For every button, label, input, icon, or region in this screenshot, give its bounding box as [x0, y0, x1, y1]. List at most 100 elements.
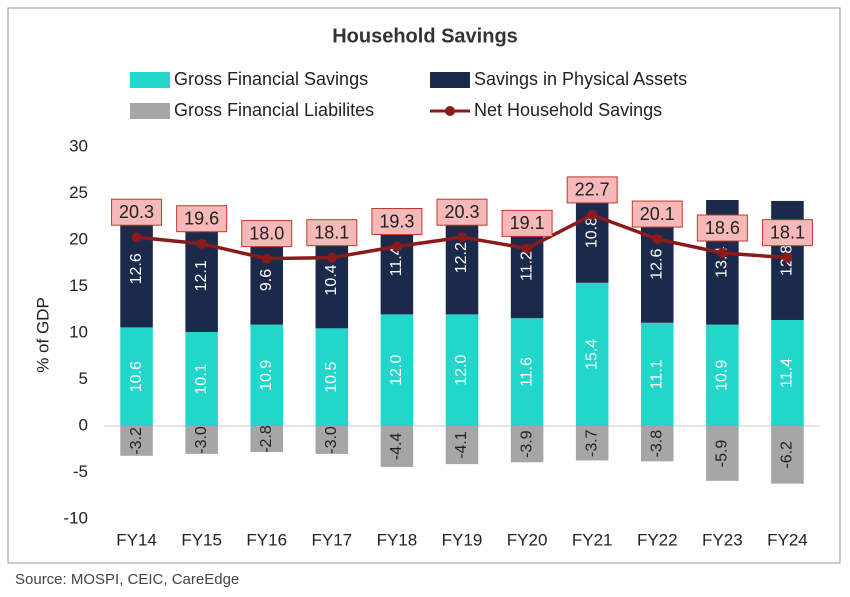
- value-label: -3.0: [193, 426, 210, 454]
- value-label: 12.6: [128, 253, 145, 284]
- x-tick-label: FY14: [116, 530, 157, 549]
- bar-segment: [120, 426, 153, 456]
- bar-segment: [445, 314, 479, 426]
- line-point: [457, 232, 467, 243]
- x-tick-label: FY15: [181, 530, 222, 549]
- value-label: 12.0: [388, 355, 405, 386]
- value-label: 19.3: [379, 211, 414, 231]
- bar-segment: [120, 210, 153, 328]
- label-box: [436, 198, 488, 226]
- bar-segment: [315, 328, 349, 426]
- bar-segment: [185, 426, 218, 454]
- bar-segment: [315, 231, 349, 329]
- label-box: [241, 220, 293, 248]
- value-label: 11.6: [518, 357, 535, 387]
- value-label: 10.6: [128, 361, 145, 392]
- y-tick-label: 25: [69, 183, 88, 202]
- value-label: 18.1: [770, 222, 805, 242]
- bar-segment: [510, 426, 544, 463]
- value-label: 11.4: [388, 246, 405, 276]
- y-tick-label: 20: [69, 229, 88, 248]
- x-tick-label: FY24: [767, 530, 808, 549]
- label-box: [696, 214, 748, 242]
- legend-swatch: [430, 72, 470, 88]
- line-point: [522, 243, 533, 254]
- bar-segment: [771, 426, 804, 484]
- legend-swatch: [130, 103, 170, 119]
- bar-segment: [250, 426, 283, 453]
- value-label: -5.9: [714, 440, 731, 468]
- bar-segment: [575, 282, 609, 426]
- value-label: 12.6: [648, 249, 665, 280]
- label-box: [111, 198, 163, 226]
- legend-label: Gross Financial Liabilites: [174, 100, 374, 120]
- line-point: [391, 241, 402, 252]
- line-point: [652, 234, 663, 245]
- y-tick-label: 30: [69, 136, 88, 155]
- x-tick-label: FY17: [311, 530, 352, 549]
- line-point: [131, 232, 142, 243]
- label-box: [566, 176, 618, 204]
- y-tick-label: 0: [79, 415, 88, 434]
- x-tick-label: FY20: [507, 530, 548, 549]
- legend-label: Net Household Savings: [474, 100, 662, 120]
- value-label: 10.5: [323, 362, 340, 393]
- bar-segment: [185, 332, 218, 426]
- value-label: 18.6: [705, 218, 740, 238]
- value-label: 20.3: [119, 202, 154, 222]
- bar-segment: [706, 426, 739, 481]
- line-point: [717, 248, 728, 259]
- legend-label: Gross Financial Savings: [174, 69, 368, 89]
- line-point: [196, 238, 207, 249]
- value-label: -3.9: [518, 430, 535, 458]
- y-tick-label: -10: [63, 508, 88, 527]
- bar-segment: [706, 324, 739, 426]
- source-note: Source: MOSPI, CEIC, CareEdge: [15, 571, 239, 588]
- value-label: 10.9: [714, 360, 731, 391]
- value-label: -2.8: [258, 425, 275, 453]
- value-label: -3.2: [128, 427, 145, 455]
- bar-segment: [315, 426, 349, 454]
- y-tick-label: -5: [73, 462, 88, 481]
- value-label: 10.1: [193, 363, 210, 394]
- value-label: 12.2: [453, 242, 470, 273]
- value-label: 19.1: [510, 213, 545, 233]
- value-label: 18.1: [314, 222, 349, 242]
- bar-segment: [185, 219, 218, 333]
- value-label: 11.4: [779, 358, 796, 388]
- y-tick-label: 5: [79, 369, 88, 388]
- bar-segment: [120, 327, 153, 426]
- bar-segment: [641, 426, 674, 462]
- value-label: 20.1: [640, 204, 675, 224]
- x-tick-label: FY16: [246, 530, 287, 549]
- value-label: 15.4: [583, 339, 600, 370]
- value-label: -6.2: [779, 441, 796, 469]
- value-label: 18.0: [249, 223, 284, 243]
- line-point: [782, 252, 793, 263]
- x-tick-label: FY19: [442, 530, 483, 549]
- label-box: [306, 219, 358, 247]
- value-label: 19.6: [184, 208, 219, 228]
- bar-segment: [250, 235, 283, 325]
- value-label: -4.1: [453, 431, 470, 459]
- bar-segment: [250, 324, 283, 426]
- label-box: [371, 208, 423, 236]
- legend-swatch: [130, 72, 170, 88]
- label-box: [631, 200, 683, 228]
- label-box: [761, 219, 813, 247]
- value-label: 20.3: [444, 202, 479, 222]
- bar-segment: [445, 426, 479, 465]
- value-label: 11.2: [518, 251, 535, 281]
- x-tick-label: FY22: [637, 530, 678, 549]
- bar-segment: [641, 322, 674, 426]
- label-box: [176, 205, 228, 233]
- value-label: -3.7: [583, 429, 600, 457]
- value-label: -4.4: [388, 433, 405, 461]
- x-tick-label: FY21: [572, 530, 613, 549]
- value-label: 12.1: [193, 260, 210, 291]
- bar-segment: [575, 426, 609, 461]
- value-label: 12.0: [453, 355, 470, 386]
- y-tick-label: 15: [69, 276, 88, 295]
